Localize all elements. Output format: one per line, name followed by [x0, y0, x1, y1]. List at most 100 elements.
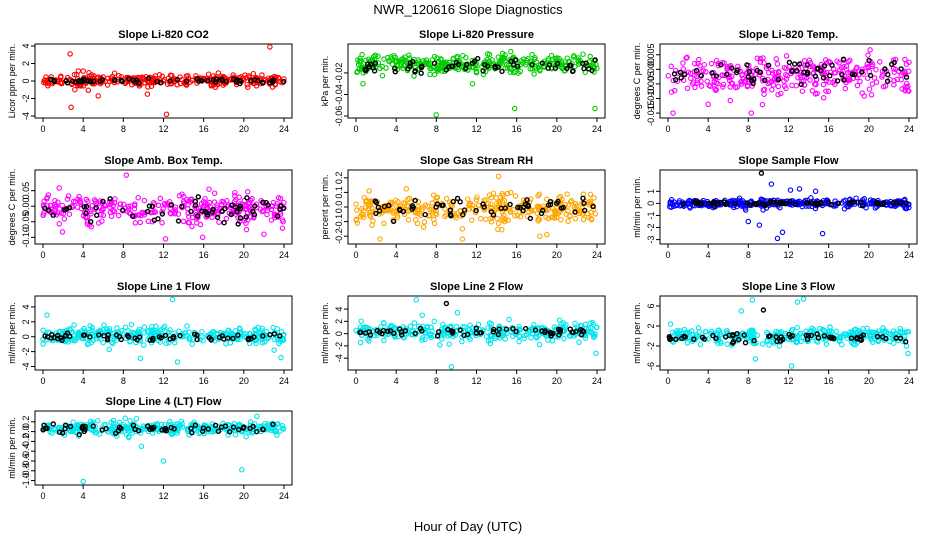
data-point: [434, 333, 441, 339]
data-point: [215, 428, 222, 434]
data-point: [55, 335, 61, 342]
data-point: [81, 332, 88, 338]
data-point: [162, 332, 169, 339]
data-point: [504, 65, 511, 71]
data-point: [879, 334, 886, 340]
data-point: [871, 75, 878, 81]
data-point: [431, 318, 437, 325]
data-point: [404, 203, 410, 209]
data-point: [698, 72, 704, 79]
data-point: [787, 334, 794, 340]
data-point: [490, 326, 497, 333]
data-point: [864, 325, 870, 332]
data-point: [868, 332, 874, 338]
data-point: [398, 61, 405, 68]
data-point: [528, 334, 534, 341]
data-point: [680, 60, 686, 66]
data-point: [237, 205, 244, 212]
data-point: [83, 196, 90, 203]
data-point: [69, 78, 76, 84]
data-point: [68, 104, 74, 111]
data-point: [495, 173, 502, 180]
data-point: [775, 91, 781, 98]
data-point: [588, 216, 595, 223]
data-point: [197, 208, 203, 214]
data-point: [783, 76, 790, 82]
data-point: [274, 432, 280, 438]
data-point: [267, 332, 273, 338]
y-tick-label: -6: [646, 362, 656, 370]
y-axis-label: ml/min per min.: [632, 302, 642, 364]
panel-title: Slope Sample Flow: [738, 155, 839, 167]
data-point: [140, 75, 147, 81]
data-point: [533, 333, 540, 340]
x-tick-label: 20: [239, 250, 249, 260]
data-point: [189, 223, 195, 230]
data-point: [425, 61, 431, 67]
data-point: [228, 211, 234, 218]
data-point: [734, 67, 740, 74]
y-tick-label: -0.6: [21, 453, 31, 469]
data-point: [158, 335, 164, 341]
data-point: [373, 199, 379, 206]
data-point: [903, 200, 909, 206]
data-point: [138, 427, 144, 433]
data-point: [775, 70, 782, 76]
data-point: [75, 332, 82, 339]
data-point: [50, 212, 56, 218]
data-point: [707, 83, 714, 89]
data-point: [125, 203, 132, 210]
data-point: [443, 67, 449, 73]
data-point: [520, 207, 526, 214]
data-point: [539, 60, 545, 66]
data-point: [281, 78, 287, 85]
data-point: [170, 208, 176, 215]
data-point: [801, 58, 808, 64]
data-point: [83, 203, 90, 210]
data-point: [713, 79, 720, 86]
data-point: [124, 332, 131, 339]
data-point: [715, 62, 722, 69]
data-point: [527, 215, 534, 222]
x-tick-label: 16: [512, 124, 522, 134]
data-point: [839, 71, 845, 78]
data-point: [41, 198, 47, 205]
y-axis-label: kPa per min.: [320, 56, 330, 107]
data-point: [727, 97, 734, 104]
panel-title: Slope Line 1 Flow: [117, 281, 210, 293]
data-point: [132, 201, 138, 207]
data-point: [531, 56, 538, 63]
data-point: [475, 55, 481, 62]
data-point: [905, 328, 912, 335]
data-point: [523, 325, 529, 332]
data-point: [129, 213, 136, 219]
data-point: [564, 65, 570, 72]
data-point: [221, 219, 227, 226]
data-point: [197, 221, 204, 228]
data-point: [90, 78, 97, 85]
data-point: [594, 65, 600, 72]
data-point: [248, 335, 254, 342]
data-point: [495, 64, 501, 70]
x-tick-label: 8: [121, 124, 126, 134]
data-point: [475, 202, 482, 209]
x-tick-label: 8: [434, 376, 439, 386]
data-point: [90, 423, 96, 429]
data-point: [56, 185, 62, 191]
data-point: [367, 332, 374, 338]
data-point: [194, 336, 200, 343]
data-point: [88, 211, 94, 217]
data-point: [547, 329, 553, 336]
data-point: [144, 208, 151, 215]
data-point: [789, 68, 795, 74]
data-point: [905, 350, 911, 357]
data-point: [511, 105, 518, 112]
data-point: [873, 79, 880, 85]
data-point: [499, 68, 505, 75]
data-point: [720, 81, 727, 88]
figure-xlabel: Hour of Day (UTC): [414, 519, 522, 534]
data-point: [125, 206, 132, 212]
data-point: [587, 53, 593, 60]
data-point: [535, 193, 541, 199]
data-point: [87, 334, 93, 340]
